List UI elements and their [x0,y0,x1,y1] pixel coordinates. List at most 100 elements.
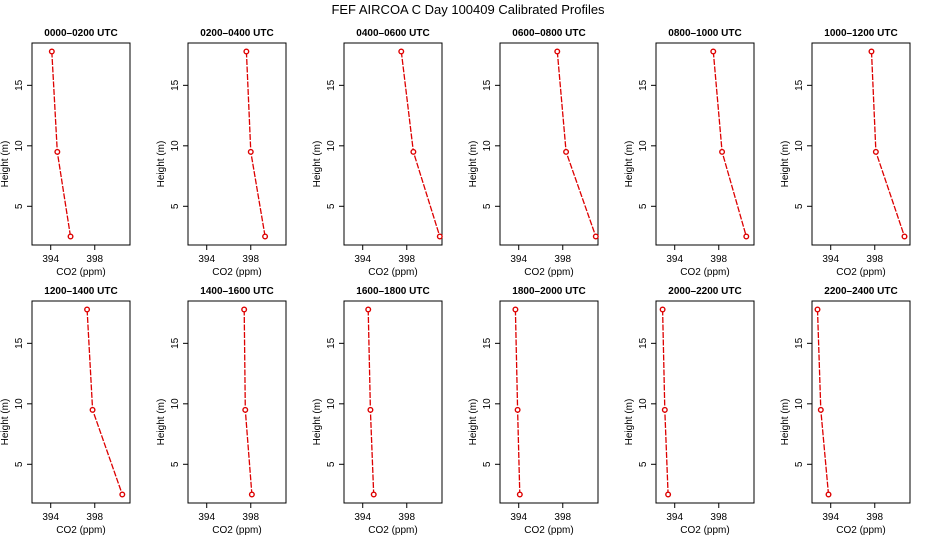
profile-point [119,491,126,498]
x-tick-label: 394 [42,512,59,523]
x-tick-label: 394 [822,512,839,523]
x-axis-label: CO2 (ppm) [680,267,729,278]
y-tick-label: 15 [170,79,181,91]
x-tick-label: 398 [866,512,883,523]
y-tick-label: 15 [638,79,649,91]
y-tick-label: 15 [482,337,493,349]
panel-3: 0400–0600 UTC 394 398 CO2 (ppm) 5 10 15 Height … [312,28,443,278]
y-tick-label: 15 [482,79,493,91]
x-axis-label: CO2 (ppm) [212,267,261,278]
profile-line [556,51,597,237]
y-axis-label: Height (m) [156,141,167,188]
x-tick-label: 394 [666,254,683,265]
plot-frame [187,300,287,504]
y-axis-label: Height (m) [624,399,635,446]
y-tick-label: 5 [794,461,805,467]
plot-frame [187,42,287,246]
y-tick-label: 5 [170,203,181,209]
y-tick-label: 10 [638,140,649,152]
profile-point [872,148,879,155]
panel-title: 0400–0600 UTC [356,28,429,39]
panel-9: 1600–1800 UTC 394 398 CO2 (ppm) 5 10 15 Height … [312,286,443,536]
profile-point [514,406,521,413]
plot-frame [499,42,599,246]
x-tick-label: 398 [398,254,415,265]
x-tick-label: 398 [86,512,103,523]
y-axis-label: Height (m) [468,399,479,446]
profile-point [241,306,248,313]
profile-point [825,491,832,498]
profile-point [365,306,372,313]
y-tick-label: 15 [326,79,337,91]
profile-point [410,148,417,155]
panel-10: 1800–2000 UTC 394 398 CO2 (ppm) 5 10 15 Height … [468,286,599,536]
plot-frame [811,42,911,246]
x-tick-label: 398 [398,512,415,523]
profile-point [436,233,443,240]
y-tick-label: 15 [14,337,25,349]
y-tick-label: 5 [170,461,181,467]
y-tick-label: 10 [170,398,181,410]
profile-point [665,491,672,498]
profile-point [367,406,374,413]
x-tick-label: 398 [866,254,883,265]
profile-point [243,48,250,55]
plot-frame [31,42,131,246]
plot-frame [343,300,443,504]
x-axis-label: CO2 (ppm) [836,267,885,278]
profile-point [84,306,91,313]
profile-line [245,51,266,237]
profile-point [512,306,519,313]
y-tick-label: 5 [14,203,25,209]
panel-title: 0200–0400 UTC [200,28,273,39]
x-tick-label: 394 [354,254,371,265]
y-axis-label: Height (m) [0,399,11,446]
x-axis-label: CO2 (ppm) [524,525,573,536]
y-tick-label: 10 [14,140,25,152]
panel-title: 1200–1400 UTC [44,286,117,297]
y-tick-label: 15 [326,337,337,349]
profile-line [367,309,375,495]
profile-point [592,233,599,240]
profile-point [398,48,405,55]
y-tick-label: 10 [14,398,25,410]
y-tick-label: 5 [482,203,493,209]
panel-5: 0800–1000 UTC 394 398 CO2 (ppm) 5 10 15 Height … [624,28,755,278]
panels-grid: 0000–0200 UTC 394 398 CO2 (ppm) 5 10 15 Height … [0,28,911,536]
y-tick-label: 5 [482,461,493,467]
y-axis-label: Height (m) [780,141,791,188]
y-axis-label: Height (m) [312,399,323,446]
x-axis-label: CO2 (ppm) [56,267,105,278]
profile-point [89,406,96,413]
y-axis-label: Height (m) [0,141,11,188]
profile-point [817,406,824,413]
x-tick-label: 394 [198,512,215,523]
panel-1: 0000–0200 UTC 394 398 CO2 (ppm) 5 10 15 Height … [0,28,131,278]
plot-frame [499,300,599,504]
y-tick-label: 10 [482,140,493,152]
plot-frame [31,300,131,504]
panel-title: 1000–1200 UTC [824,28,897,39]
x-tick-label: 394 [510,512,527,523]
profile-point [710,48,717,55]
panel-title: 1400–1600 UTC [200,286,273,297]
x-axis-label: CO2 (ppm) [368,525,417,536]
x-tick-label: 398 [242,512,259,523]
plot-frame [655,300,755,504]
x-tick-label: 398 [710,512,727,523]
x-axis-label: CO2 (ppm) [56,525,105,536]
x-tick-label: 394 [354,512,371,523]
profile-point [48,48,55,55]
y-axis-label: Height (m) [624,141,635,188]
panel-11: 2000–2200 UTC 394 398 CO2 (ppm) 5 10 15 Height … [624,286,755,536]
y-tick-label: 5 [794,203,805,209]
y-tick-label: 15 [14,79,25,91]
y-tick-label: 5 [326,203,337,209]
profile-point [554,48,561,55]
plot-frame [811,300,911,504]
profile-line [816,309,830,495]
profile-point [901,233,908,240]
y-tick-label: 10 [326,140,337,152]
x-axis-label: CO2 (ppm) [680,525,729,536]
profile-line [514,309,521,495]
